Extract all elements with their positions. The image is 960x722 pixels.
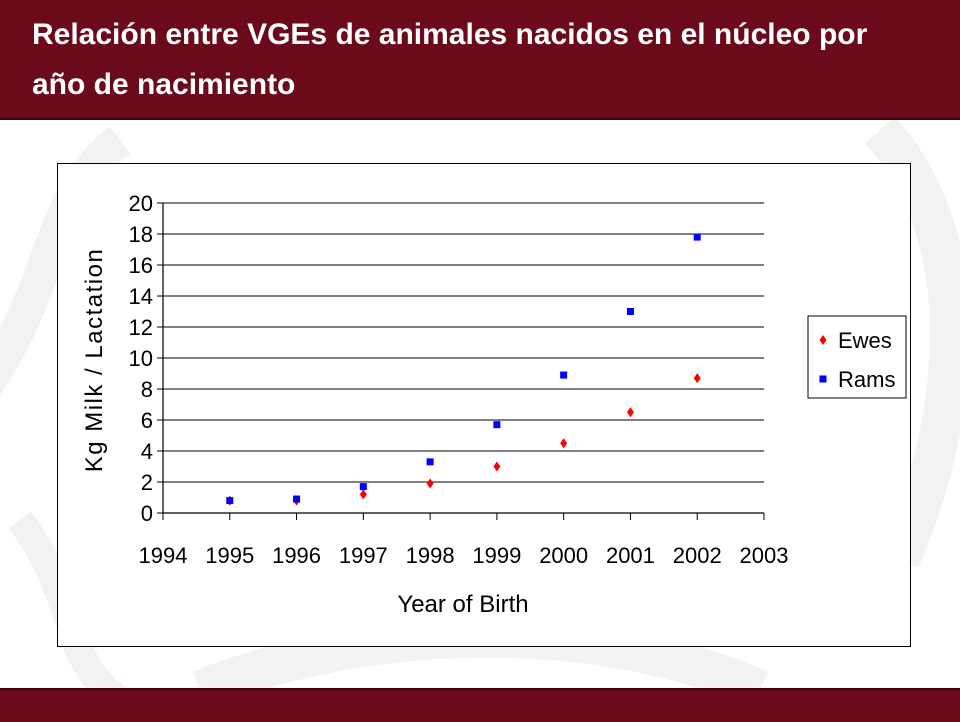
y-tick-label-10: 10 <box>129 346 153 371</box>
legend-marker-rams <box>819 375 827 383</box>
data-points <box>226 233 701 506</box>
point-ewes-2000 <box>560 438 568 449</box>
point-ewes-2002 <box>693 373 701 384</box>
x-tick-label-1996: 1996 <box>272 543 321 568</box>
x-tick-label-2003: 2003 <box>740 543 789 568</box>
y-tick-label-8: 8 <box>141 377 153 402</box>
x-tick-labels: 1994 1995 1996 1997 1998 1999 2000 2001 2002 2003 <box>139 543 789 568</box>
point-ewes-1999 <box>493 461 501 472</box>
point-rams-1996 <box>293 495 301 503</box>
y-tick-label-4: 4 <box>141 439 153 464</box>
point-ewes-1997 <box>359 489 367 500</box>
point-rams-1995 <box>226 497 234 505</box>
point-rams-2000 <box>560 371 568 379</box>
y-tick-label-0: 0 <box>141 501 153 526</box>
y-tick-label-6: 6 <box>141 408 153 433</box>
footer-bar <box>0 688 960 722</box>
chart-frame: 0 2 4 6 8 10 12 14 16 18 20 1994 1995 1996 1997 1998 19… <box>57 163 911 647</box>
x-tick-label-1994: 1994 <box>139 543 188 568</box>
point-rams-1999 <box>493 421 501 429</box>
y-tick-label-18: 18 <box>129 222 153 247</box>
legend-box <box>807 315 907 399</box>
title-bar: Relación entre VGEs de animales nacidos … <box>0 0 960 120</box>
y-tick-label-2: 2 <box>141 470 153 495</box>
legend-label-rams: Rams <box>838 367 895 392</box>
point-rams-1998 <box>426 458 434 466</box>
x-tick-label-1997: 1997 <box>339 543 388 568</box>
y-tick-label-20: 20 <box>129 191 153 216</box>
y-tick-label-12: 12 <box>129 315 153 340</box>
y-axis-label: Kg Milk / Lactation <box>81 248 108 473</box>
y-tick-label-14: 14 <box>129 284 153 309</box>
point-ewes-2001 <box>626 407 634 418</box>
point-rams-1997 <box>359 483 367 491</box>
x-tick-label-2000: 2000 <box>539 543 588 568</box>
x-axis-label: Year of Birth <box>397 591 528 618</box>
x-tick-label-1998: 1998 <box>406 543 455 568</box>
legend: Ewes Rams <box>807 315 907 399</box>
axes <box>157 202 765 520</box>
point-ewes-1998 <box>426 478 434 489</box>
y-tick-label-16: 16 <box>129 253 153 278</box>
x-tick-label-1995: 1995 <box>205 543 254 568</box>
point-rams-2001 <box>626 308 634 315</box>
slide-title: Relación entre VGEs de animales nacidos … <box>32 18 868 101</box>
legend-marker-ewes <box>819 335 827 345</box>
x-tick-label-2002: 2002 <box>673 543 722 568</box>
y-tick-labels: 0 2 4 6 8 10 12 14 16 18 20 <box>129 191 153 526</box>
point-rams-2002 <box>693 233 701 241</box>
x-tick-label-2001: 2001 <box>606 543 655 568</box>
legend-label-ewes: Ewes <box>838 328 892 353</box>
grid-lines <box>163 202 764 483</box>
x-tick-label-1999: 1999 <box>472 543 521 568</box>
